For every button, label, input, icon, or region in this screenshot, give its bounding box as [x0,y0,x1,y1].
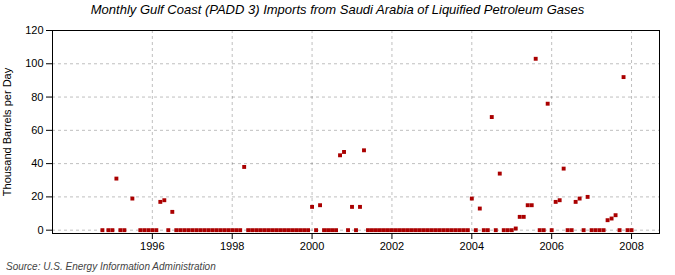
html-text:Monthly Gulf Coast (PADD 3) Im: Monthly Gulf Coast (PADD 3) Imports from… [90,2,585,17]
svg-text:0: 0 [37,224,43,236]
svg-text:40: 40 [31,157,43,169]
svg-text:1998: 1998 [220,240,244,252]
svg-text:2000: 2000 [300,240,324,252]
html-text:Source: U.S. Energy Informatio: Source: U.S. Energy Information Administ… [6,261,216,272]
svg-text:1996: 1996 [140,240,164,252]
svg-text:2004: 2004 [460,240,484,252]
svg-text:Thousand Barrels per Day: Thousand Barrels per Day [1,67,13,196]
svg-text:2008: 2008 [619,240,643,252]
svg-text:20: 20 [31,190,43,202]
svg-text:60: 60 [31,124,43,136]
svg-text:100: 100 [25,57,43,69]
svg-text:2002: 2002 [380,240,404,252]
svg-text:120: 120 [25,24,43,36]
svg-text:2006: 2006 [539,240,563,252]
svg-text:80: 80 [31,91,43,103]
